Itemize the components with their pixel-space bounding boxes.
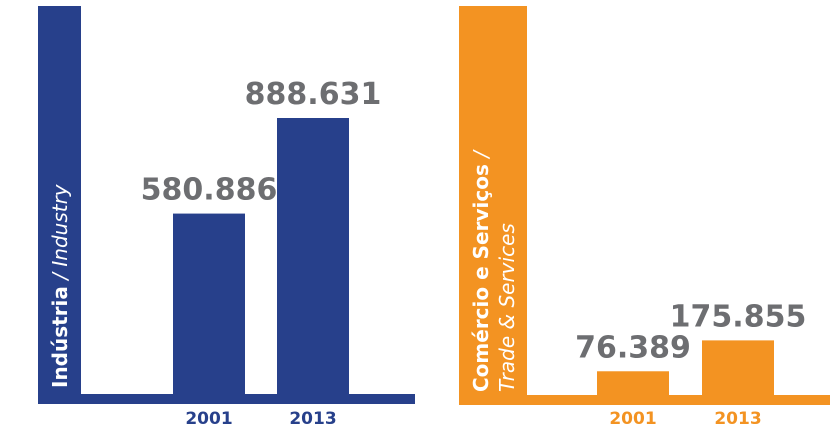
tick-label-1-2013: 2013 (289, 409, 336, 429)
data-label-1-2001: 580.886 (141, 173, 278, 208)
baseline-axis-2 (459, 395, 830, 405)
panel-label-trade: Comércio e Serviços / (469, 149, 493, 392)
panel-label-industry: Indústria / Industry (48, 183, 72, 388)
category-band-1 (38, 6, 81, 404)
bar-1-2013 (277, 118, 349, 394)
bar-1-2001 (173, 213, 245, 394)
panel-label-italic: / (469, 149, 493, 164)
baseline-axis-1 (38, 394, 415, 404)
panel-label-bold: Indústria (48, 286, 72, 388)
data-label-2-2013: 175.855 (670, 299, 807, 334)
panel-label-italic: / Industry (48, 183, 72, 286)
data-label-2-2001: 76.389 (575, 330, 691, 365)
panel-label-line2: Trade & Services (495, 223, 519, 392)
tick-label-1-2001: 2001 (185, 409, 232, 429)
tick-label-2-2001: 2001 (609, 409, 656, 429)
category-band-2 (459, 6, 527, 405)
data-label-1-2013: 888.631 (245, 77, 382, 112)
panel-label-bold: Comércio e Serviços (469, 164, 493, 392)
tick-label-2-2013: 2013 (714, 409, 761, 429)
bar-2-2013 (702, 340, 774, 395)
bar-2-2001 (597, 371, 669, 395)
